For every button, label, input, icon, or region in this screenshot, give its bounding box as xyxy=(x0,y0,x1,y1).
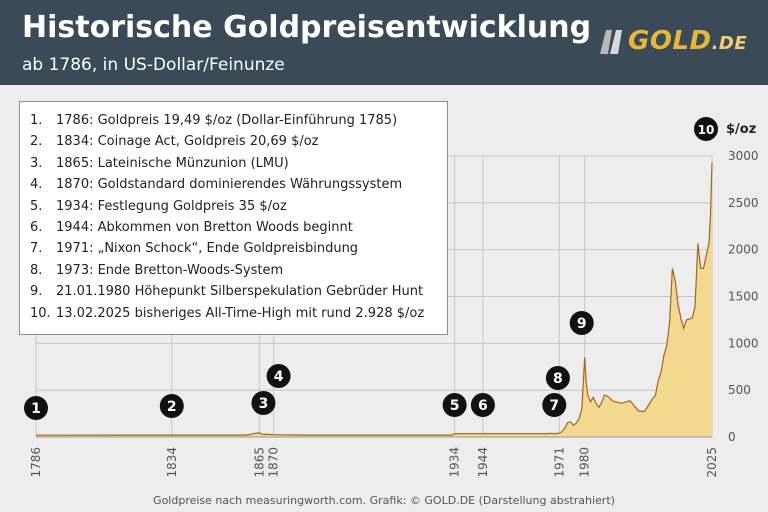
logo-name: GOLD xyxy=(628,26,712,56)
legend-text: 1944: Abkommen von Bretton Woods beginnt xyxy=(56,220,353,236)
legend-item: 4. 1870: Goldstandard dominierendes Währu… xyxy=(30,174,447,195)
legend-number: 10. xyxy=(30,305,51,321)
x-tick-label: 1865 xyxy=(252,447,266,478)
y-tick-label: 2000 xyxy=(728,243,759,257)
x-tick-label: 1786 xyxy=(29,447,43,478)
x-tick-label: 1980 xyxy=(578,447,592,478)
marker-label: 10 xyxy=(698,123,715,137)
legend-item: 6. 1944: Abkommen von Bretton Woods begin… xyxy=(30,217,447,238)
page-subtitle: ab 1786, in US-Dollar/Feinunze xyxy=(22,55,285,75)
event-marker-5: 5 xyxy=(442,393,467,417)
legend-number: 4. xyxy=(30,177,43,193)
marker-circle xyxy=(251,391,276,415)
legend-item: 7. 1971: „Nixon Schock“, Ende Goldpreisbi… xyxy=(30,238,447,259)
x-tick-label: 1834 xyxy=(165,447,179,478)
legend-item: 5. 1934: Festlegung Goldpreis 35 $/oz xyxy=(30,196,447,217)
marker-label: 6 xyxy=(478,398,488,414)
x-tick-label: 1934 xyxy=(448,447,462,478)
logo-text: GOLD.DE xyxy=(628,26,747,56)
x-tick-label: 1870 xyxy=(267,447,281,478)
legend-text: 1865: Lateinische Münzunion (LMU) xyxy=(56,155,289,171)
legend-item: 1. 1786: Goldpreis 19,49 $/oz (Dollar-Ein… xyxy=(30,110,447,131)
event-marker-6: 6 xyxy=(470,393,495,417)
event-marker-9: 9 xyxy=(569,311,594,335)
header-bar: Historische Goldpreisentwicklung ab 1786… xyxy=(0,0,768,85)
brand-logo: GOLD.DE xyxy=(598,24,758,64)
y-tick-label: 3000 xyxy=(728,149,759,163)
legend-number: 1. xyxy=(30,113,43,128)
y-tick-label: 500 xyxy=(728,383,751,397)
marker-circle xyxy=(545,366,570,390)
event-markers: 1 2 34 5 6 7 8 9 10 xyxy=(24,117,718,420)
event-marker-7: 7 xyxy=(542,393,567,417)
legend-text: 1834: Coinage Act, Goldpreis 20,69 $/oz xyxy=(56,134,319,150)
legend-number: 8. xyxy=(30,262,43,278)
source-footer: Goldpreise nach measuringworth.com. Graf… xyxy=(153,494,615,507)
marker-circle xyxy=(542,393,567,417)
marker-label: 9 xyxy=(577,316,587,332)
marker-circle xyxy=(24,396,48,420)
legend-text: 1934: Festlegung Goldpreis 35 $/oz xyxy=(56,198,287,214)
legend-text: 1971: „Nixon Schock“, Ende Goldpreisbind… xyxy=(56,241,359,257)
legend-text: 21.01.1980 Höhepunkt Silberspekulation G… xyxy=(56,284,424,300)
legend-item: 10. 13.02.2025 bisheriges All-Time-High m… xyxy=(30,303,447,324)
legend-number: 5. xyxy=(30,198,43,214)
event-marker-8: 8 xyxy=(545,366,570,390)
legend-item: 2. 1834: Coinage Act, Goldpreis 20,69 $/o… xyxy=(30,131,447,152)
legend-number: 3. xyxy=(30,155,43,171)
logo-suffix: .DE xyxy=(711,33,748,54)
y-tick-label: 1000 xyxy=(728,336,759,350)
x-tick-label: 1971 xyxy=(552,447,566,478)
gold-bars-icon xyxy=(600,30,622,54)
y-axis-ticks: 0 500 1000 1500 2000 2500 3000 xyxy=(728,149,759,444)
marker-label: 1 xyxy=(31,401,41,417)
legend-text: 13.02.2025 bisheriges All-Time-High mit … xyxy=(56,305,425,321)
event-marker-4: 4 xyxy=(266,364,291,388)
marker-circle xyxy=(442,393,467,417)
legend-text: 1870: Goldstandard dominierendes Währung… xyxy=(56,177,403,193)
legend-item: 8. 1973: Ende Bretton-Woods-System xyxy=(30,260,447,281)
x-tick-label: 2025 xyxy=(705,447,719,478)
legend-text: 1786: Goldpreis 19,49 $/oz (Dollar-Einfü… xyxy=(56,113,398,128)
legend-number: 7. xyxy=(30,241,43,257)
events-legend: 1. 1786: Goldpreis 19,49 $/oz (Dollar-Ein… xyxy=(19,101,448,335)
legend-number: 9. xyxy=(30,284,43,300)
legend-item: 9. 21.01.1980 Höhepunkt Silberspekulation… xyxy=(30,281,447,302)
y-axis-unit: $/oz xyxy=(726,122,757,137)
legend-item: 3. 1865: Lateinische Münzunion (LMU) xyxy=(30,153,447,174)
marker-label: 4 xyxy=(274,369,284,385)
page-title: Historische Goldpreisentwicklung xyxy=(22,10,592,45)
y-tick-label: 0 xyxy=(728,430,736,444)
marker-circle xyxy=(266,364,291,388)
y-tick-label: 1500 xyxy=(728,290,759,304)
marker-circle xyxy=(694,117,718,141)
x-tick-label: 1944 xyxy=(476,447,490,478)
event-marker-3: 3 xyxy=(251,391,276,415)
event-marker-1: 1 xyxy=(24,396,48,420)
marker-label: 8 xyxy=(553,371,563,387)
legend-text: 1973: Ende Bretton-Woods-System xyxy=(56,262,284,278)
event-marker-2: 2 xyxy=(159,394,184,418)
legend-number: 2. xyxy=(30,134,43,150)
event-marker-10: 10 xyxy=(694,117,718,141)
y-tick-label: 2500 xyxy=(728,196,759,210)
marker-circle xyxy=(569,311,594,335)
marker-circle xyxy=(470,393,495,417)
marker-circle xyxy=(159,394,184,418)
marker-label: 3 xyxy=(259,396,269,412)
marker-label: 2 xyxy=(167,399,177,415)
price-line xyxy=(35,162,713,436)
x-axis-ticks: 1786 1834 1865 1870 1934 1944 1971 1980 2025 xyxy=(29,447,719,478)
marker-label: 5 xyxy=(450,398,460,414)
marker-label: 7 xyxy=(549,398,559,414)
legend-number: 6. xyxy=(30,220,43,236)
